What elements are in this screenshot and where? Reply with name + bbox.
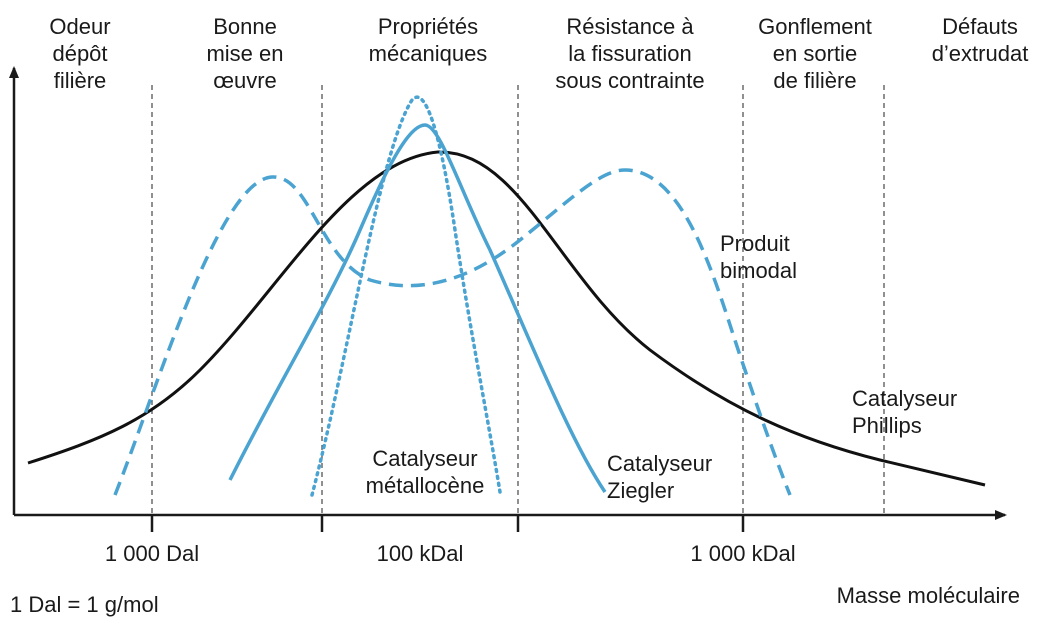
- label: de filière: [773, 68, 856, 93]
- label: Catalyseur: [852, 386, 957, 411]
- label: Ziegler: [607, 478, 674, 503]
- label: d’extrudat: [932, 41, 1029, 66]
- label: 1 Dal = 1 g/mol: [10, 592, 159, 617]
- label: Phillips: [852, 413, 922, 438]
- bimodal-curve: [113, 168, 792, 496]
- label: Propriétés: [378, 14, 478, 39]
- phillips-curve: [27, 150, 986, 487]
- label: Bonne: [213, 14, 277, 39]
- label: Produit: [720, 231, 790, 256]
- axes: [9, 66, 1007, 532]
- label: Gonflement: [758, 14, 872, 39]
- curves: [27, 95, 986, 497]
- label: Odeur: [49, 14, 110, 39]
- label: en sortie: [773, 41, 857, 66]
- label: œuvre: [213, 68, 277, 93]
- label: 100 kDal: [377, 541, 464, 566]
- label: Masse moléculaire: [837, 583, 1020, 608]
- label: la fissuration: [568, 41, 692, 66]
- label: dépôt: [52, 41, 107, 66]
- label: Catalyseur: [372, 446, 477, 471]
- label: 1 000 kDal: [690, 541, 795, 566]
- label: bimodal: [720, 258, 797, 283]
- metallocene-curve: [310, 95, 502, 497]
- ziegler-curve: [228, 123, 607, 493]
- label: 1 000 Dal: [105, 541, 199, 566]
- label: sous contrainte: [555, 68, 704, 93]
- label: Défauts: [942, 14, 1018, 39]
- label: mécaniques: [369, 41, 488, 66]
- label: Résistance à: [566, 14, 694, 39]
- label: mise en: [206, 41, 283, 66]
- label: Catalyseur: [607, 451, 712, 476]
- label: filière: [54, 68, 107, 93]
- label: métallocène: [366, 473, 485, 498]
